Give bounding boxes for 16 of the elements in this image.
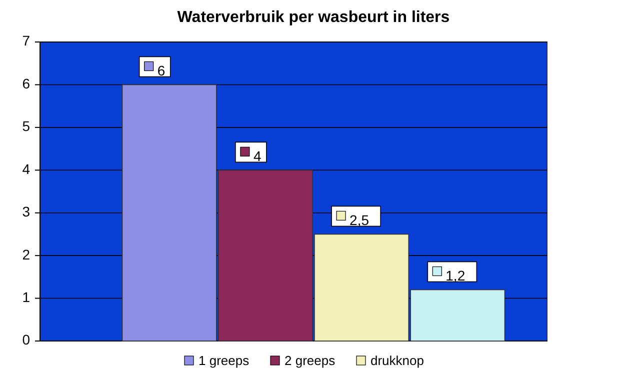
legend-label: 1 greeps: [198, 353, 250, 368]
data-label: 6: [157, 62, 166, 78]
chart-title: Waterverbruik per wasbeurt in liters: [177, 9, 450, 26]
y-tick-label: 1: [22, 288, 30, 305]
data-label: 2,5: [350, 212, 370, 228]
y-tick-label: 6: [22, 75, 30, 92]
y-tick-label: 7: [22, 32, 30, 49]
y-tick-label: 0: [22, 332, 30, 348]
y-tick-label: 3: [22, 204, 30, 220]
y-tick-label: 2: [22, 246, 30, 262]
legend-label: drukknop: [370, 353, 424, 368]
y-tick-label: 5: [22, 118, 30, 134]
y-tick-label: 4: [22, 160, 30, 177]
data-label: 1,2: [446, 267, 466, 284]
data-label: 4: [253, 148, 262, 164]
legend-label: 2 greeps: [284, 353, 336, 368]
